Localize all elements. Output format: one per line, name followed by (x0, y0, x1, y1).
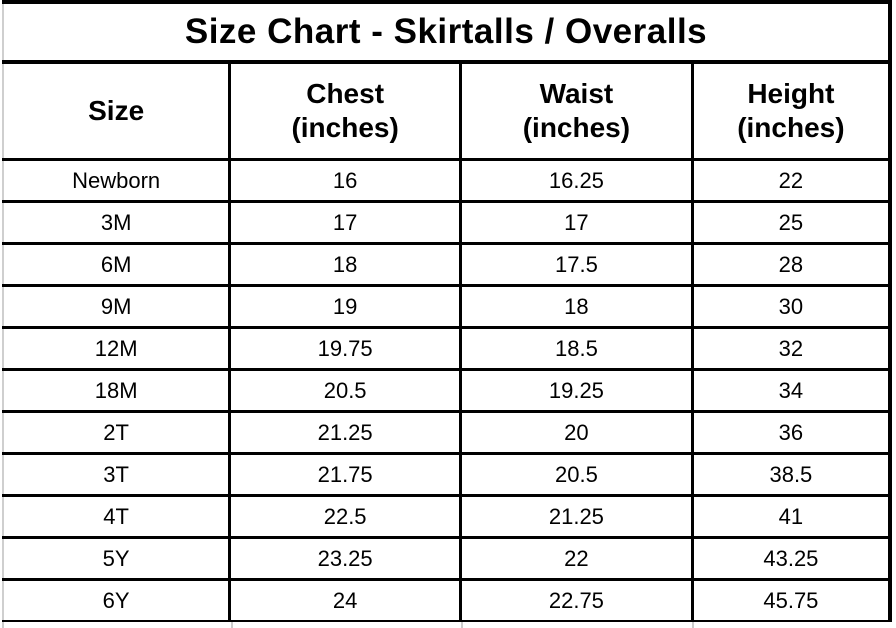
height-cell: 45.75 (690, 579, 890, 623)
chest-cell: 22.5 (228, 495, 461, 539)
size-cell: 4T (3, 495, 230, 539)
chest-cell: 18 (228, 243, 461, 287)
column-header-unit: (inches) (522, 112, 631, 143)
chest-cell: 19 (228, 285, 461, 329)
column-header-chest: Chest (inches) (228, 62, 461, 161)
size-cell: 3T (3, 453, 230, 497)
chest-cell: 21.75 (228, 453, 461, 497)
height-cell: 36 (690, 411, 890, 455)
size-cell: 6M (3, 243, 230, 287)
divider-tick (2, 622, 4, 628)
size-cell: 5Y (3, 537, 230, 581)
waist-cell: 17.5 (459, 243, 693, 287)
size-cell: 2T (3, 411, 230, 455)
column-header-label: Size (88, 94, 145, 126)
size-cell: Newborn (3, 159, 230, 203)
chest-cell: 20.5 (228, 369, 461, 413)
column-header-label: Height (747, 77, 835, 109)
chest-cell: 19.75 (228, 327, 461, 371)
size-cell: 18M (3, 369, 230, 413)
column-header-label: Waist (539, 77, 614, 109)
chest-cell: 17 (228, 201, 461, 245)
table-row: 6Y 24 22.75 45.75 (3, 579, 890, 623)
height-cell: 22 (690, 159, 890, 203)
header-row: Size Chest (inches) Waist (inches) Heigh… (3, 62, 890, 161)
waist-cell: 18.5 (459, 327, 693, 371)
partial-next-row (0, 622, 896, 628)
height-cell: 38.5 (690, 453, 890, 497)
column-header-label: Chest (306, 77, 385, 109)
column-header-unit: (inches) (737, 112, 845, 143)
size-cell: 12M (3, 327, 230, 371)
page-title: Size Chart - Skirtalls / Overalls (3, 2, 890, 64)
table-row: 6M 18 17.5 28 (3, 243, 890, 287)
table-row: Newborn 16 16.25 22 (3, 159, 890, 203)
column-header-waist: Waist (inches) (459, 62, 693, 161)
waist-cell: 17 (459, 201, 693, 245)
chest-cell: 16 (228, 159, 461, 203)
height-cell: 25 (690, 201, 890, 245)
height-cell: 43.25 (690, 537, 890, 581)
column-header-unit: (inches) (291, 112, 399, 143)
table-row: 3T 21.75 20.5 38.5 (3, 453, 890, 497)
waist-cell: 22.75 (459, 579, 693, 623)
table-row: 3M 17 17 25 (3, 201, 890, 245)
waist-cell: 18 (459, 285, 693, 329)
waist-cell: 16.25 (459, 159, 693, 203)
waist-cell: 20 (459, 411, 693, 455)
title-row: Size Chart - Skirtalls / Overalls (3, 2, 890, 64)
size-cell: 9M (3, 285, 230, 329)
height-cell: 32 (690, 327, 890, 371)
waist-cell: 20.5 (459, 453, 693, 497)
waist-cell: 21.25 (459, 495, 693, 539)
height-cell: 34 (690, 369, 890, 413)
chest-cell: 21.25 (228, 411, 461, 455)
table-row: 4T 22.5 21.25 41 (3, 495, 890, 539)
table-row: 9M 19 18 30 (3, 285, 890, 329)
height-cell: 41 (690, 495, 890, 539)
height-cell: 30 (690, 285, 890, 329)
column-header-size: Size (3, 62, 230, 161)
column-header-height: Height (inches) (690, 62, 890, 161)
chest-cell: 23.25 (228, 537, 461, 581)
divider-tick (461, 622, 463, 628)
divider-tick (692, 622, 694, 628)
height-cell: 28 (690, 243, 890, 287)
chest-cell: 24 (228, 579, 461, 623)
table-row: 5Y 23.25 22 43.25 (3, 537, 890, 581)
table-row: 18M 20.5 19.25 34 (3, 369, 890, 413)
table-row: 12M 19.75 18.5 32 (3, 327, 890, 371)
size-cell: 6Y (3, 579, 230, 623)
table-row: 2T 21.25 20 36 (3, 411, 890, 455)
divider-tick (231, 622, 233, 628)
waist-cell: 19.25 (459, 369, 693, 413)
waist-cell: 22 (459, 537, 693, 581)
size-cell: 3M (3, 201, 230, 245)
